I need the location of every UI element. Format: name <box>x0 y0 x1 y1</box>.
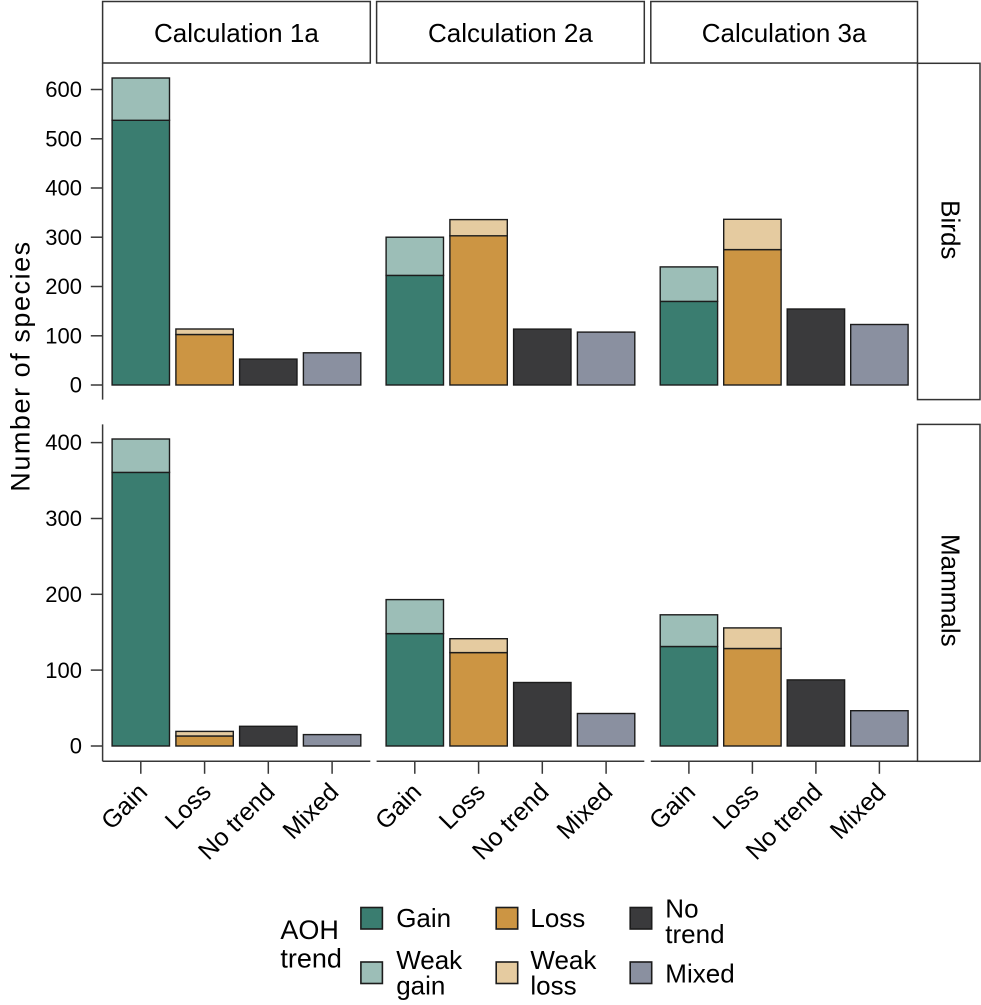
svg-text:200: 200 <box>45 582 82 607</box>
svg-text:Gain: Gain <box>396 903 451 933</box>
svg-text:200: 200 <box>45 274 82 299</box>
svg-text:Loss: Loss <box>530 903 585 933</box>
svg-text:600: 600 <box>45 77 82 102</box>
svg-text:loss: loss <box>530 971 576 1000</box>
svg-text:Calculation 1a: Calculation 1a <box>154 18 319 48</box>
svg-text:gain: gain <box>396 971 445 1000</box>
svg-text:Calculation 3a: Calculation 3a <box>702 18 867 48</box>
svg-text:300: 300 <box>45 225 82 250</box>
svg-text:trend: trend <box>280 943 342 973</box>
svg-text:Birds: Birds <box>936 200 966 259</box>
svg-text:400: 400 <box>45 430 82 455</box>
svg-text:Mammals: Mammals <box>936 534 966 647</box>
svg-text:Weak: Weak <box>396 945 463 975</box>
svg-text:trend: trend <box>665 919 724 949</box>
svg-text:400: 400 <box>45 176 82 201</box>
svg-text:No: No <box>665 894 698 924</box>
svg-text:0: 0 <box>70 373 82 398</box>
svg-text:500: 500 <box>45 126 82 151</box>
svg-text:Number of species: Number of species <box>6 240 36 491</box>
svg-text:100: 100 <box>45 658 82 683</box>
svg-text:Weak: Weak <box>530 945 597 975</box>
svg-text:AOH: AOH <box>280 915 339 945</box>
svg-text:Calculation 2a: Calculation 2a <box>428 18 593 48</box>
svg-text:300: 300 <box>45 506 82 531</box>
svg-text:100: 100 <box>45 323 82 348</box>
svg-text:0: 0 <box>70 734 82 759</box>
svg-text:Mixed: Mixed <box>665 959 734 989</box>
